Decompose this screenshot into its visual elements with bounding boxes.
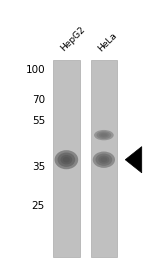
Ellipse shape <box>100 157 107 162</box>
Bar <box>91 60 117 257</box>
Text: HepG2: HepG2 <box>58 25 87 53</box>
Text: HeLa: HeLa <box>96 31 118 53</box>
Polygon shape <box>125 147 142 173</box>
Ellipse shape <box>98 156 110 164</box>
Ellipse shape <box>94 130 114 140</box>
Text: 100: 100 <box>25 65 45 75</box>
Ellipse shape <box>96 131 111 139</box>
Ellipse shape <box>101 133 107 137</box>
Ellipse shape <box>93 152 115 168</box>
Ellipse shape <box>99 132 109 138</box>
Text: 35: 35 <box>32 162 45 171</box>
Bar <box>53 60 80 257</box>
Text: 70: 70 <box>32 95 45 105</box>
Ellipse shape <box>63 157 70 163</box>
Ellipse shape <box>60 155 72 164</box>
Text: 55: 55 <box>32 117 45 126</box>
Ellipse shape <box>57 153 75 167</box>
Ellipse shape <box>55 150 78 169</box>
Ellipse shape <box>96 153 112 166</box>
Text: 25: 25 <box>32 201 45 211</box>
